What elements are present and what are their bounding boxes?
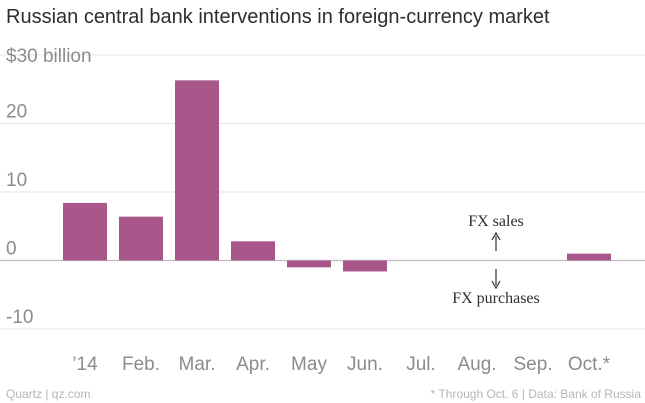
bar (119, 216, 163, 261)
x-tick-label: ’14 (72, 354, 98, 375)
x-tick-label: Oct.* (568, 354, 611, 375)
footer-source-right: * Through Oct. 6 | Data: Bank of Russia (430, 387, 641, 401)
bar (287, 260, 331, 268)
y-tick-label: 10 (6, 170, 27, 191)
x-tick-label: Mar. (179, 354, 216, 375)
y-tick-label: 0 (6, 239, 17, 260)
x-tick-label: Apr. (236, 354, 270, 375)
x-tick-label: May (291, 354, 327, 375)
x-tick-label: Sep. (513, 354, 552, 375)
annotation-fx-sales: FX sales (468, 213, 524, 230)
y-tick-label: 20 (6, 102, 27, 123)
y-axis-top-label: $30 billion (6, 46, 92, 67)
arrow-up-head (491, 231, 501, 241)
bar (63, 202, 107, 261)
annotations: FX sales FX purchases (452, 213, 540, 307)
chart-title: Russian central bank interventions in fo… (6, 6, 550, 28)
x-tick-label: Feb. (122, 354, 160, 375)
annotation-fx-purchases: FX purchases (452, 290, 540, 307)
x-tick-labels: ’14 Feb. Mar. Apr. May Jun. Jul. Aug. Sep. Oct.* (72, 354, 610, 375)
bar (175, 80, 219, 261)
bars (63, 80, 611, 272)
bar (343, 260, 387, 272)
bar (567, 253, 611, 261)
x-tick-label: Jul. (406, 354, 436, 375)
bar (231, 241, 275, 261)
arrow-down-head (491, 280, 501, 290)
x-tick-label: Jun. (347, 354, 383, 375)
footer-source-left: Quartz | qz.com (6, 387, 91, 401)
gridlines (0, 54, 645, 330)
y-tick-label: -10 (6, 307, 33, 328)
x-tick-label: Aug. (457, 354, 496, 375)
y-tick-labels: 20 10 0 -10 (6, 102, 33, 329)
